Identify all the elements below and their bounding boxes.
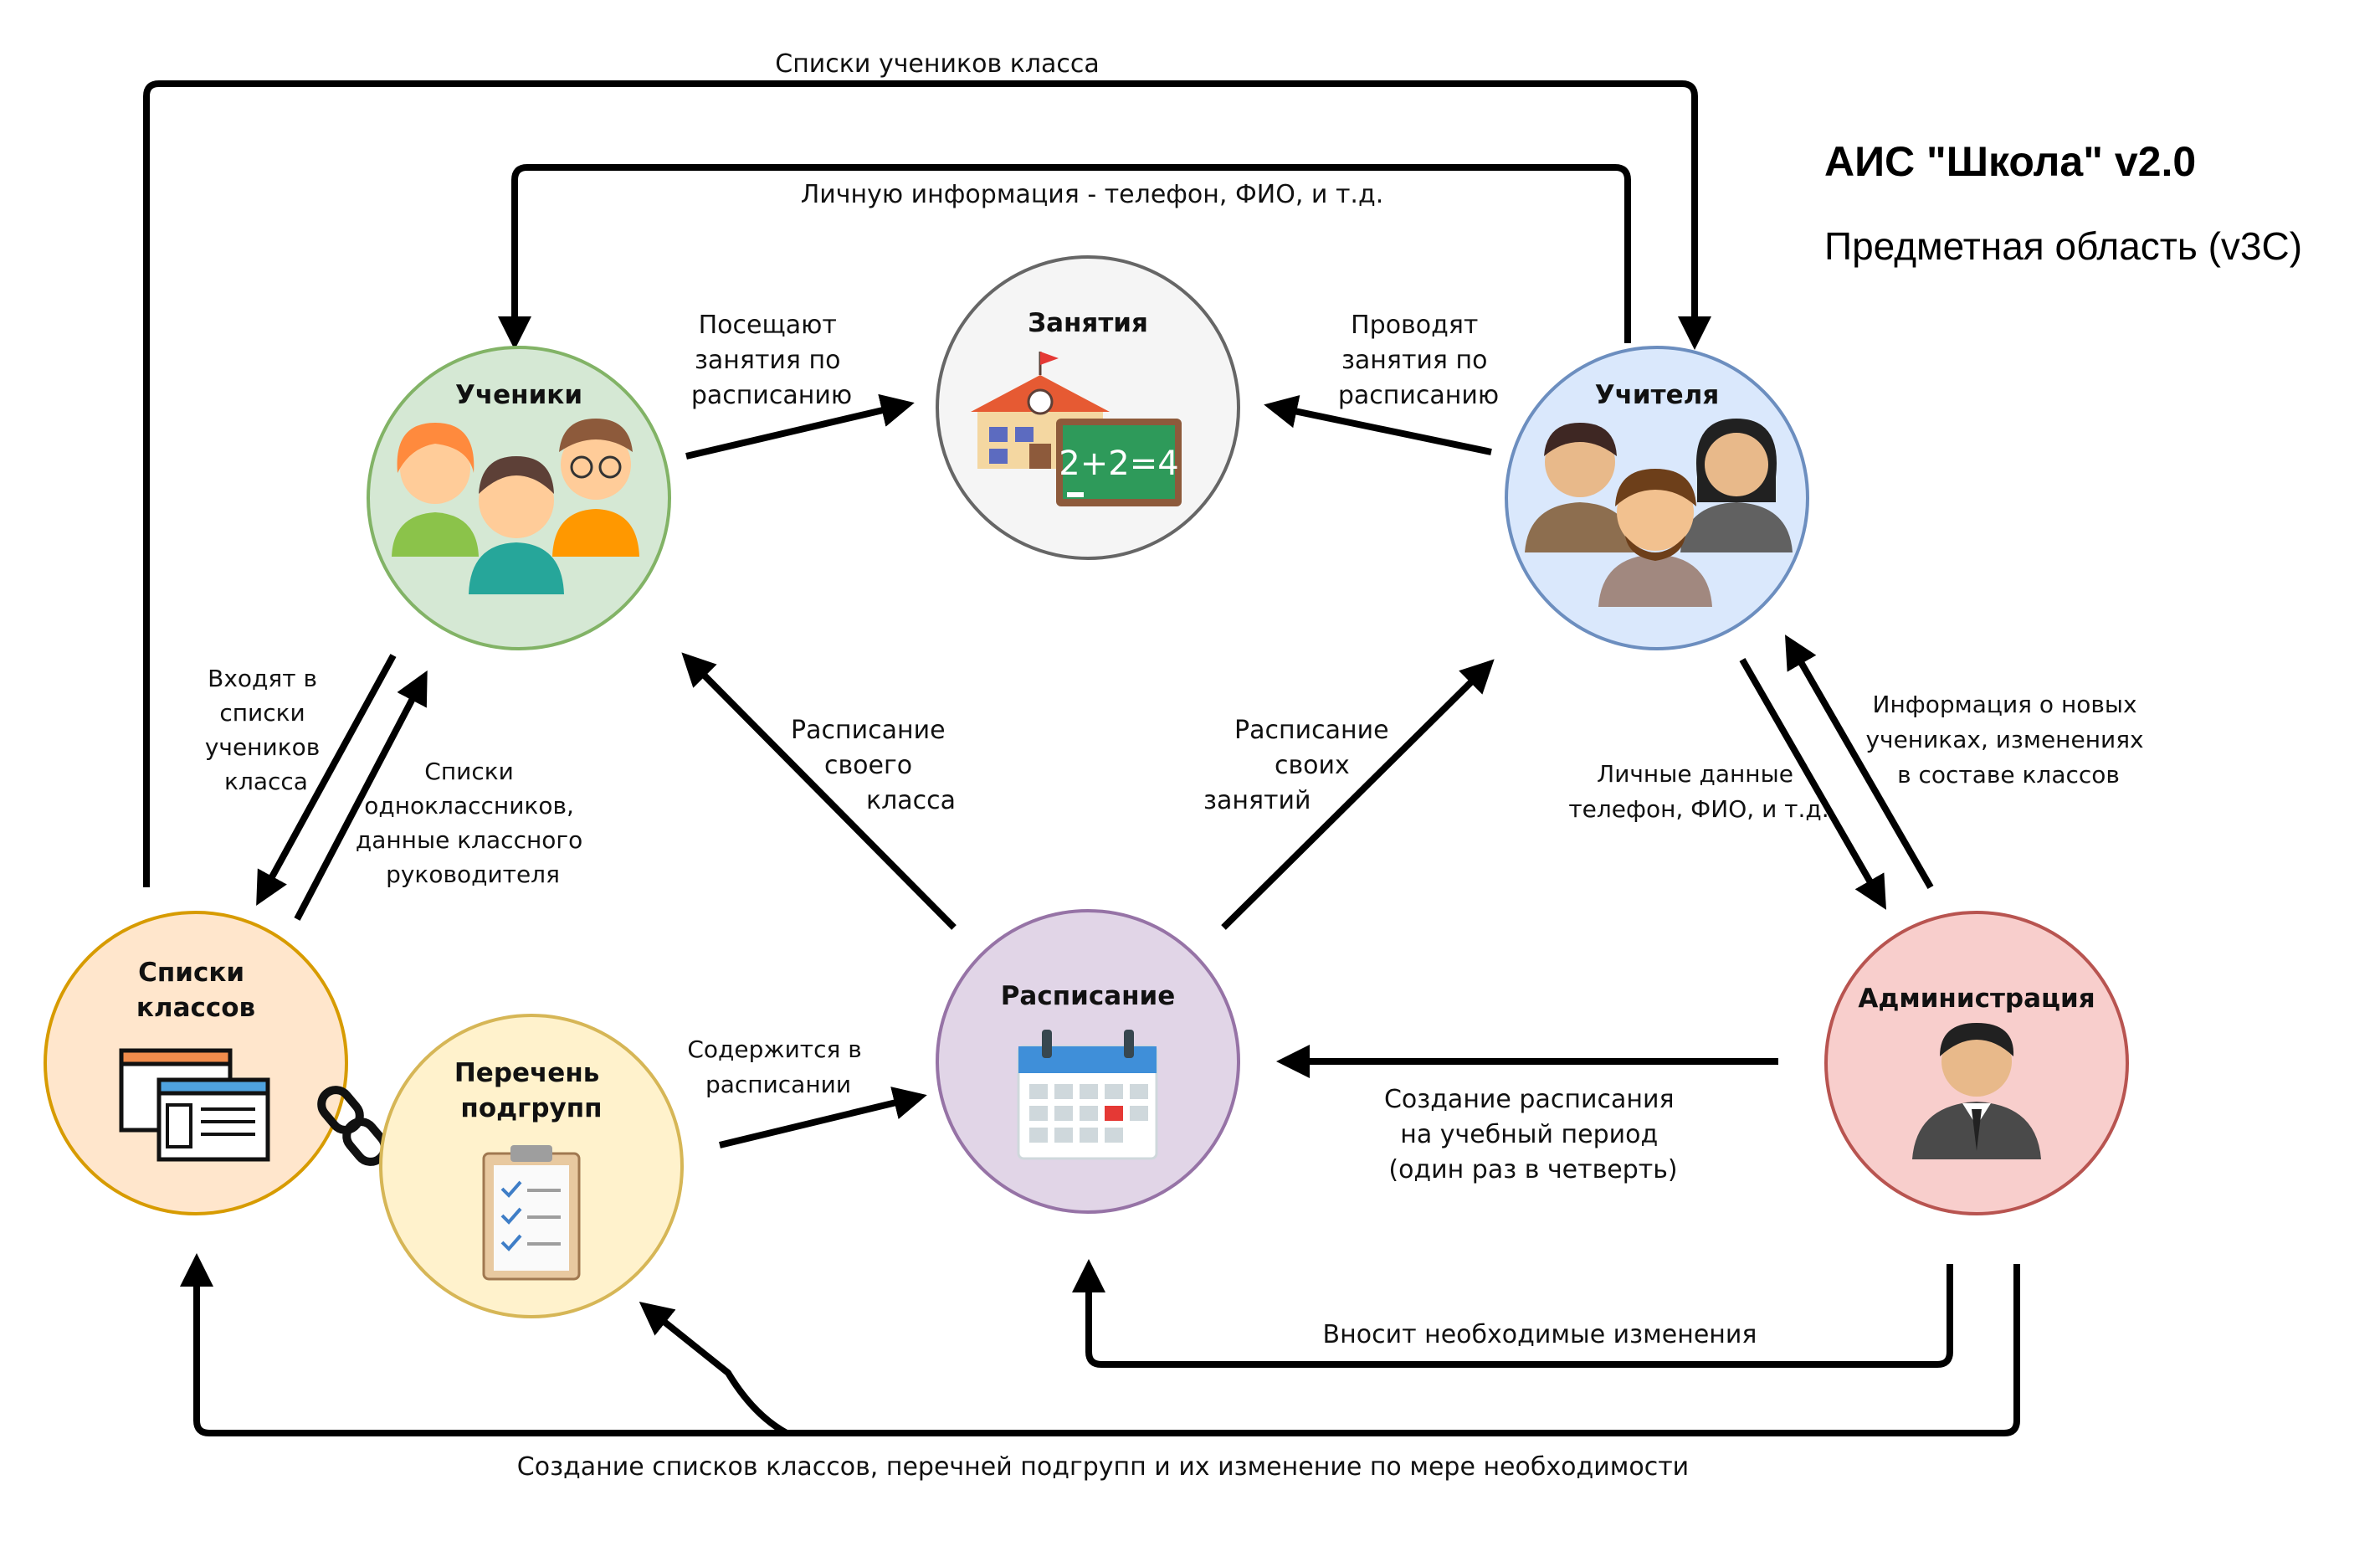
edge-administration-to-subgroups: [639, 1302, 788, 1436]
label-class-student-lists: Списки учеников класса: [775, 49, 1100, 79]
edge-class-lists-to-students: [294, 670, 428, 921]
edge-students-to-lessons: [685, 393, 915, 460]
label-create-lists: Создание списков классов, перечней подгр…: [517, 1452, 1689, 1482]
node-lessons[interactable]: Занятия 2+2=4: [936, 255, 1240, 560]
edge-teachers-to-lessons: [1264, 394, 1492, 455]
edge-labels: Списки учеников класса Личную информация…: [205, 49, 2151, 1482]
teachers-group-icon: [1525, 419, 1793, 607]
students-group-icon: [392, 419, 639, 594]
label-attend: Посещают занятия по расписанию: [691, 311, 852, 410]
node-teachers-title: Учителя: [1595, 380, 1720, 410]
diagram-title: АИС "Школа" v2.0: [1824, 138, 2196, 185]
node-class-lists[interactable]: Списки классов: [44, 911, 348, 1215]
node-administration-title: Администрация: [1858, 984, 2095, 1014]
node-subgroups-title: Перечень подгрупп: [454, 1058, 608, 1123]
label-new-students-info: Информация о новых учениках, изменениях …: [1865, 691, 2151, 789]
node-teachers[interactable]: Учителя: [1505, 346, 1809, 650]
label-classmates: Списки одноклассников, данные классного …: [356, 758, 590, 888]
node-students[interactable]: Ученики: [367, 346, 671, 650]
label-conduct: Проводят занятия по расписанию: [1338, 311, 1499, 410]
node-class-lists-title: Списки классов: [136, 958, 255, 1023]
browser-windows-icon: [119, 1048, 270, 1162]
school-blackboard-icon: 2+2=4: [971, 352, 1182, 506]
label-personal-info: Личную информация - телефон, ФИО, и т.д.: [801, 180, 1384, 209]
edge-administration-to-teachers: [1785, 635, 1934, 889]
label-class-schedule: Расписание своего класса: [791, 716, 956, 815]
edge-administration-to-class-lists: [180, 1253, 2020, 1436]
node-schedule[interactable]: Расписание: [936, 909, 1240, 1214]
edge-schedule-to-students: [681, 652, 957, 930]
svg-text:2+2=4: 2+2=4: [1059, 444, 1178, 483]
edge-teachers-to-administration: [1739, 658, 1886, 910]
edge-teachers-to-students: [498, 164, 1631, 350]
calendar-icon: [1017, 1030, 1158, 1160]
label-create-schedule: Создание расписания на учебный период (о…: [1384, 1085, 1682, 1184]
edge-administration-changes-schedule: [1072, 1259, 1953, 1368]
edge-students-to-class-lists: [256, 654, 397, 907]
label-personal-data: Личные данные телефон, ФИО, и т.д.: [1568, 760, 1829, 823]
node-administration[interactable]: Администрация: [1824, 911, 2129, 1215]
edges: [143, 80, 2020, 1436]
label-contained-in: Содержится в расписании: [687, 1035, 869, 1098]
edge-class-lists-to-teachers: [143, 80, 1711, 887]
clipboard-checklist-icon: [482, 1145, 581, 1281]
label-make-changes: Вносит необходимые изменения: [1323, 1320, 1757, 1349]
node-schedule-title: Расписание: [1001, 981, 1176, 1011]
label-included-in: Входят в списки учеников класса: [205, 665, 327, 795]
diagram-subtitle: Предметная область (v3C): [1824, 224, 2302, 268]
node-subgroups[interactable]: Перечень подгрупп: [379, 1014, 684, 1318]
label-own-schedule: Расписание своих занятий: [1203, 716, 1397, 815]
edge-schedule-to-teachers: [1221, 659, 1495, 930]
edge-subgroups-to-schedule: [719, 1087, 927, 1148]
node-students-title: Ученики: [455, 380, 582, 410]
node-lessons-title: Занятия: [1028, 308, 1148, 338]
administrator-icon: [1912, 1023, 2041, 1159]
